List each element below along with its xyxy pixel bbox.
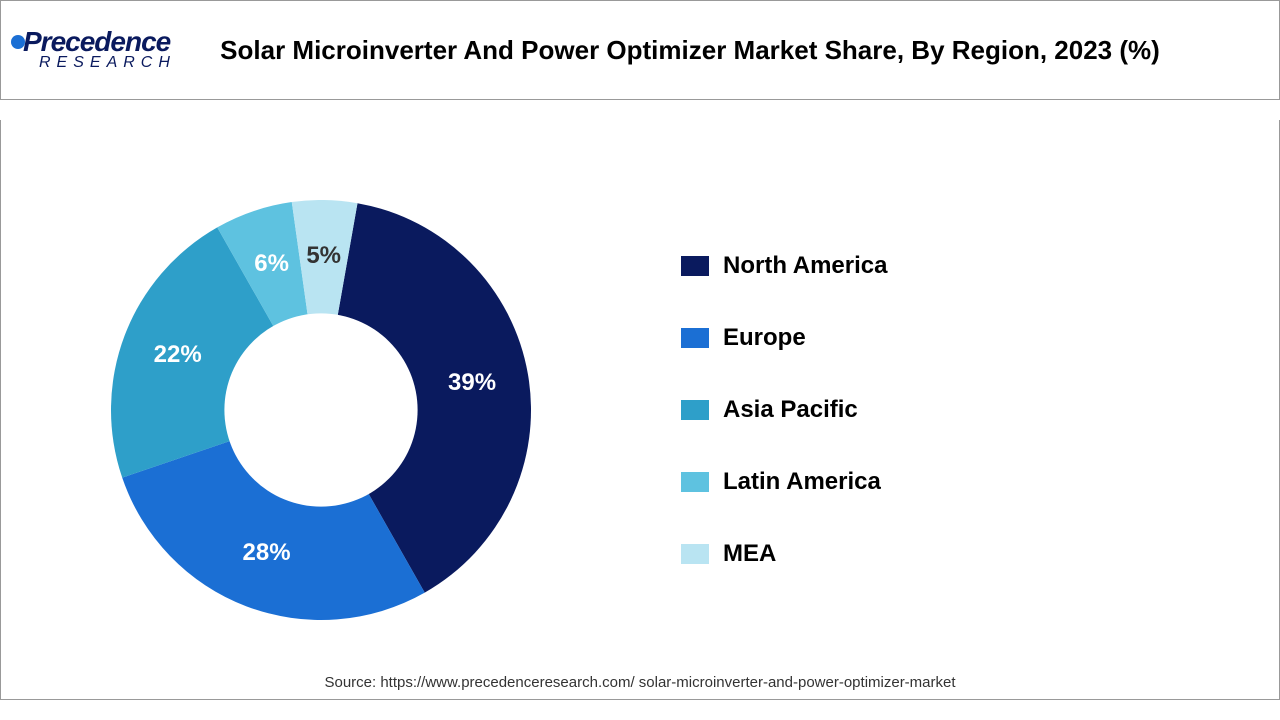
legend-item: Asia Pacific bbox=[681, 396, 1279, 424]
logo-brand: Precedence bbox=[11, 28, 211, 56]
slice-label: 5% bbox=[306, 242, 341, 270]
chart-area: 39% 28% 22% 6% 5% bbox=[1, 120, 641, 699]
legend-item: Europe bbox=[681, 324, 1279, 352]
source-text: Source: https://www.precedenceresearch.c… bbox=[1, 674, 1279, 691]
header: Precedence RESEARCH Solar Microinverter … bbox=[0, 0, 1280, 100]
legend-item: MEA bbox=[681, 540, 1279, 568]
legend-label: Asia Pacific bbox=[723, 396, 858, 424]
legend-swatch bbox=[681, 256, 709, 276]
slice-label: 28% bbox=[243, 539, 291, 567]
donut-hole bbox=[224, 313, 417, 506]
legend-label: North America bbox=[723, 252, 887, 280]
legend-swatch bbox=[681, 544, 709, 564]
legend-swatch bbox=[681, 328, 709, 348]
legend-item: Latin America bbox=[681, 468, 1279, 496]
slice-label: 6% bbox=[254, 250, 289, 278]
logo: Precedence RESEARCH bbox=[11, 10, 211, 90]
donut-chart: 39% 28% 22% 6% 5% bbox=[111, 200, 531, 620]
legend-label: Latin America bbox=[723, 468, 881, 496]
legend-item: North America bbox=[681, 252, 1279, 280]
logo-top-text: Precedence bbox=[23, 26, 170, 57]
legend-swatch bbox=[681, 400, 709, 420]
slice-label: 39% bbox=[448, 369, 496, 397]
legend-label: Europe bbox=[723, 324, 806, 352]
slice-label: 22% bbox=[154, 341, 202, 369]
legend: North America Europe Asia Pacific Latin Ame… bbox=[641, 252, 1279, 568]
page-title: Solar Microinverter And Power Optimizer … bbox=[211, 35, 1269, 66]
chart-body: 39% 28% 22% 6% 5% North America Europe Asia Pa… bbox=[0, 120, 1280, 700]
legend-label: MEA bbox=[723, 540, 776, 568]
legend-swatch bbox=[681, 472, 709, 492]
sun-icon bbox=[11, 35, 25, 49]
